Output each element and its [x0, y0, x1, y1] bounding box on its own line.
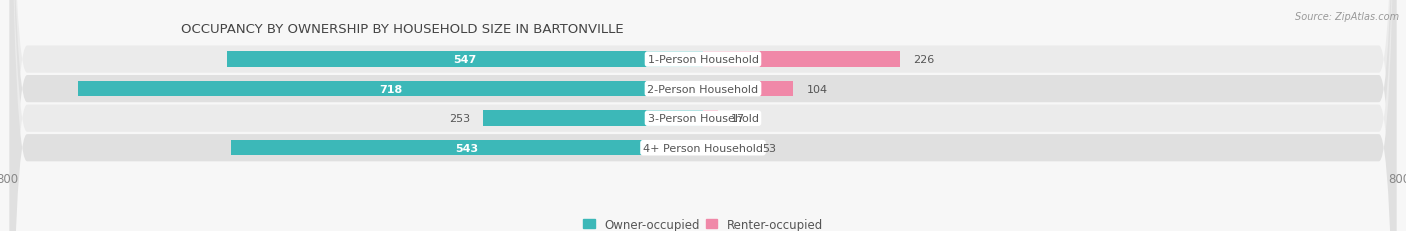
Text: 17: 17: [731, 114, 745, 124]
Text: 53: 53: [762, 143, 776, 153]
FancyBboxPatch shape: [10, 0, 1396, 231]
Legend: Owner-occupied, Renter-occupied: Owner-occupied, Renter-occupied: [578, 213, 828, 231]
Text: 4+ Person Household: 4+ Person Household: [643, 143, 763, 153]
Text: OCCUPANCY BY OWNERSHIP BY HOUSEHOLD SIZE IN BARTONVILLE: OCCUPANCY BY OWNERSHIP BY HOUSEHOLD SIZE…: [181, 23, 624, 36]
Text: 543: 543: [456, 143, 478, 153]
FancyBboxPatch shape: [10, 0, 1396, 231]
Text: Source: ZipAtlas.com: Source: ZipAtlas.com: [1295, 12, 1399, 21]
Bar: [231, 140, 703, 156]
FancyBboxPatch shape: [10, 0, 1396, 231]
Text: 2-Person Household: 2-Person Household: [647, 84, 759, 94]
Bar: [703, 111, 718, 126]
Text: 226: 226: [912, 55, 934, 65]
Text: 1-Person Household: 1-Person Household: [648, 55, 758, 65]
Bar: [79, 82, 703, 97]
Text: 3-Person Household: 3-Person Household: [648, 114, 758, 124]
FancyBboxPatch shape: [10, 0, 1396, 231]
Bar: [482, 111, 703, 126]
Text: 253: 253: [449, 114, 470, 124]
Text: 547: 547: [454, 55, 477, 65]
Text: 104: 104: [807, 84, 828, 94]
Bar: [703, 82, 793, 97]
Bar: [703, 52, 900, 67]
Bar: [703, 140, 749, 156]
Bar: [228, 52, 703, 67]
Text: 718: 718: [380, 84, 402, 94]
